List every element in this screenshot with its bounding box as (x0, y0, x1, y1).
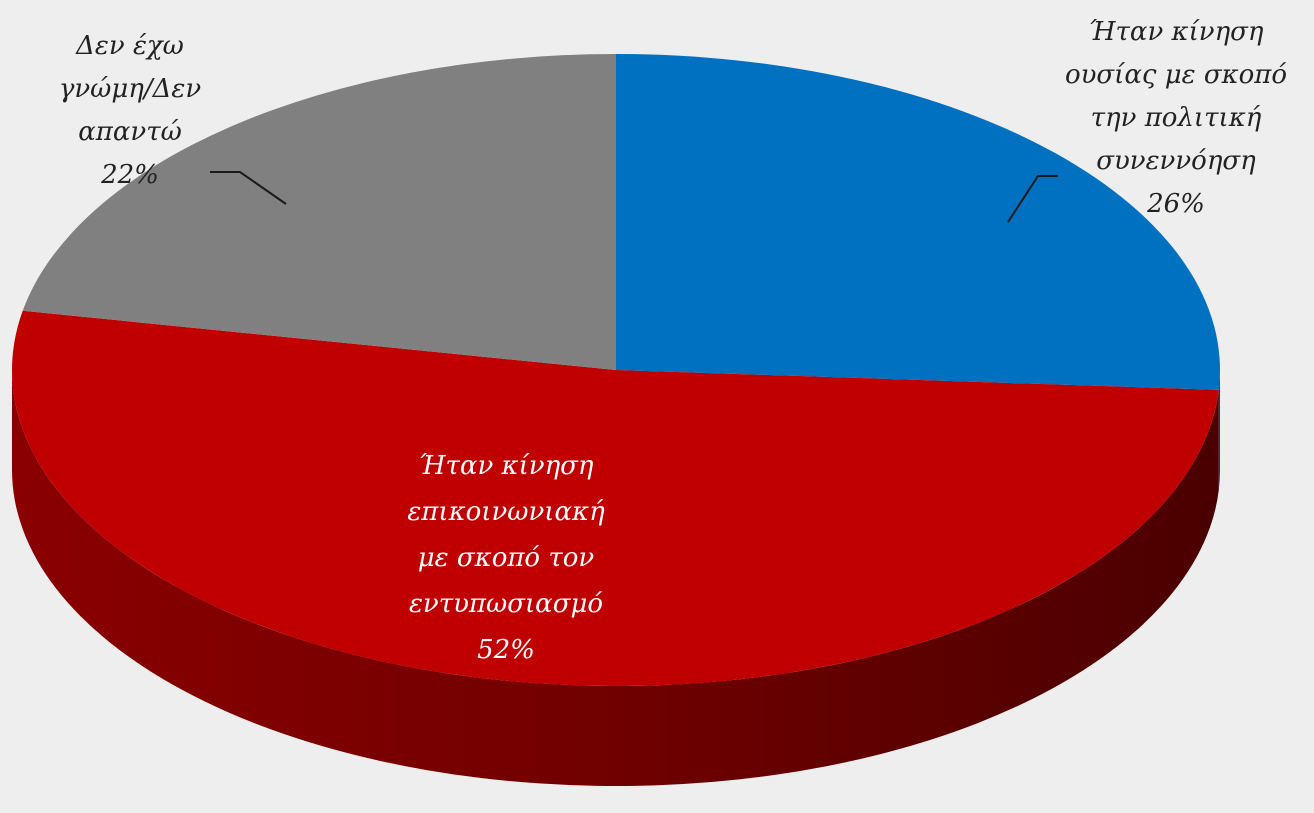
slice-label-communication: Ήταν κίνηση επικοινωνιακή με σκοπό τον εντυ… (407, 451, 605, 665)
slice-label-no-opinion: Δεν έχω γνώμη/Δεν απαντώ 22% (59, 31, 202, 190)
leader-line-substance (1007, 175, 1058, 223)
slice-label-line: εντυπωσιασμό (409, 589, 603, 619)
pie-tops (12, 54, 1220, 686)
slice-value-communication: 52% (477, 635, 535, 665)
leader-line-no-opinion (210, 171, 287, 205)
pie-slice-substance (616, 54, 1220, 390)
slice-label-line: Δεν έχω (75, 31, 184, 61)
pie-side-substance (1218, 370, 1220, 490)
slice-label-line: συνεννόηση (1096, 146, 1256, 176)
pie-slice-no-opinion (22, 54, 617, 370)
slice-value-substance: 26% (1146, 189, 1205, 219)
slice-label-line: ουσίας με σκοπό (1065, 60, 1287, 90)
pie-sides (12, 370, 1220, 786)
slice-label-line: επικοινωνιακή (407, 497, 605, 527)
slice-label-substance: Ήταν κίνηση ουσίας με σκοπό την πολιτική συ… (1065, 17, 1287, 219)
slice-label-line: απαντώ (78, 117, 182, 147)
slice-label-line: την πολιτική (1091, 103, 1262, 133)
pie-slice-communication (12, 310, 1219, 686)
slice-label-line: με σκοπό τον (418, 543, 595, 573)
label-leaders (210, 171, 1058, 223)
pie-side-communication (12, 370, 1219, 786)
slice-labels: Ήταν κίνηση ουσίας με σκοπό την πολιτική συ… (59, 17, 1287, 665)
slice-value-no-opinion: 22% (100, 160, 159, 190)
slice-label-line: Ήταν κίνηση (419, 451, 594, 481)
slice-label-line: γνώμη/Δεν (59, 74, 202, 104)
slice-label-line: Ήταν κίνηση (1089, 17, 1264, 47)
